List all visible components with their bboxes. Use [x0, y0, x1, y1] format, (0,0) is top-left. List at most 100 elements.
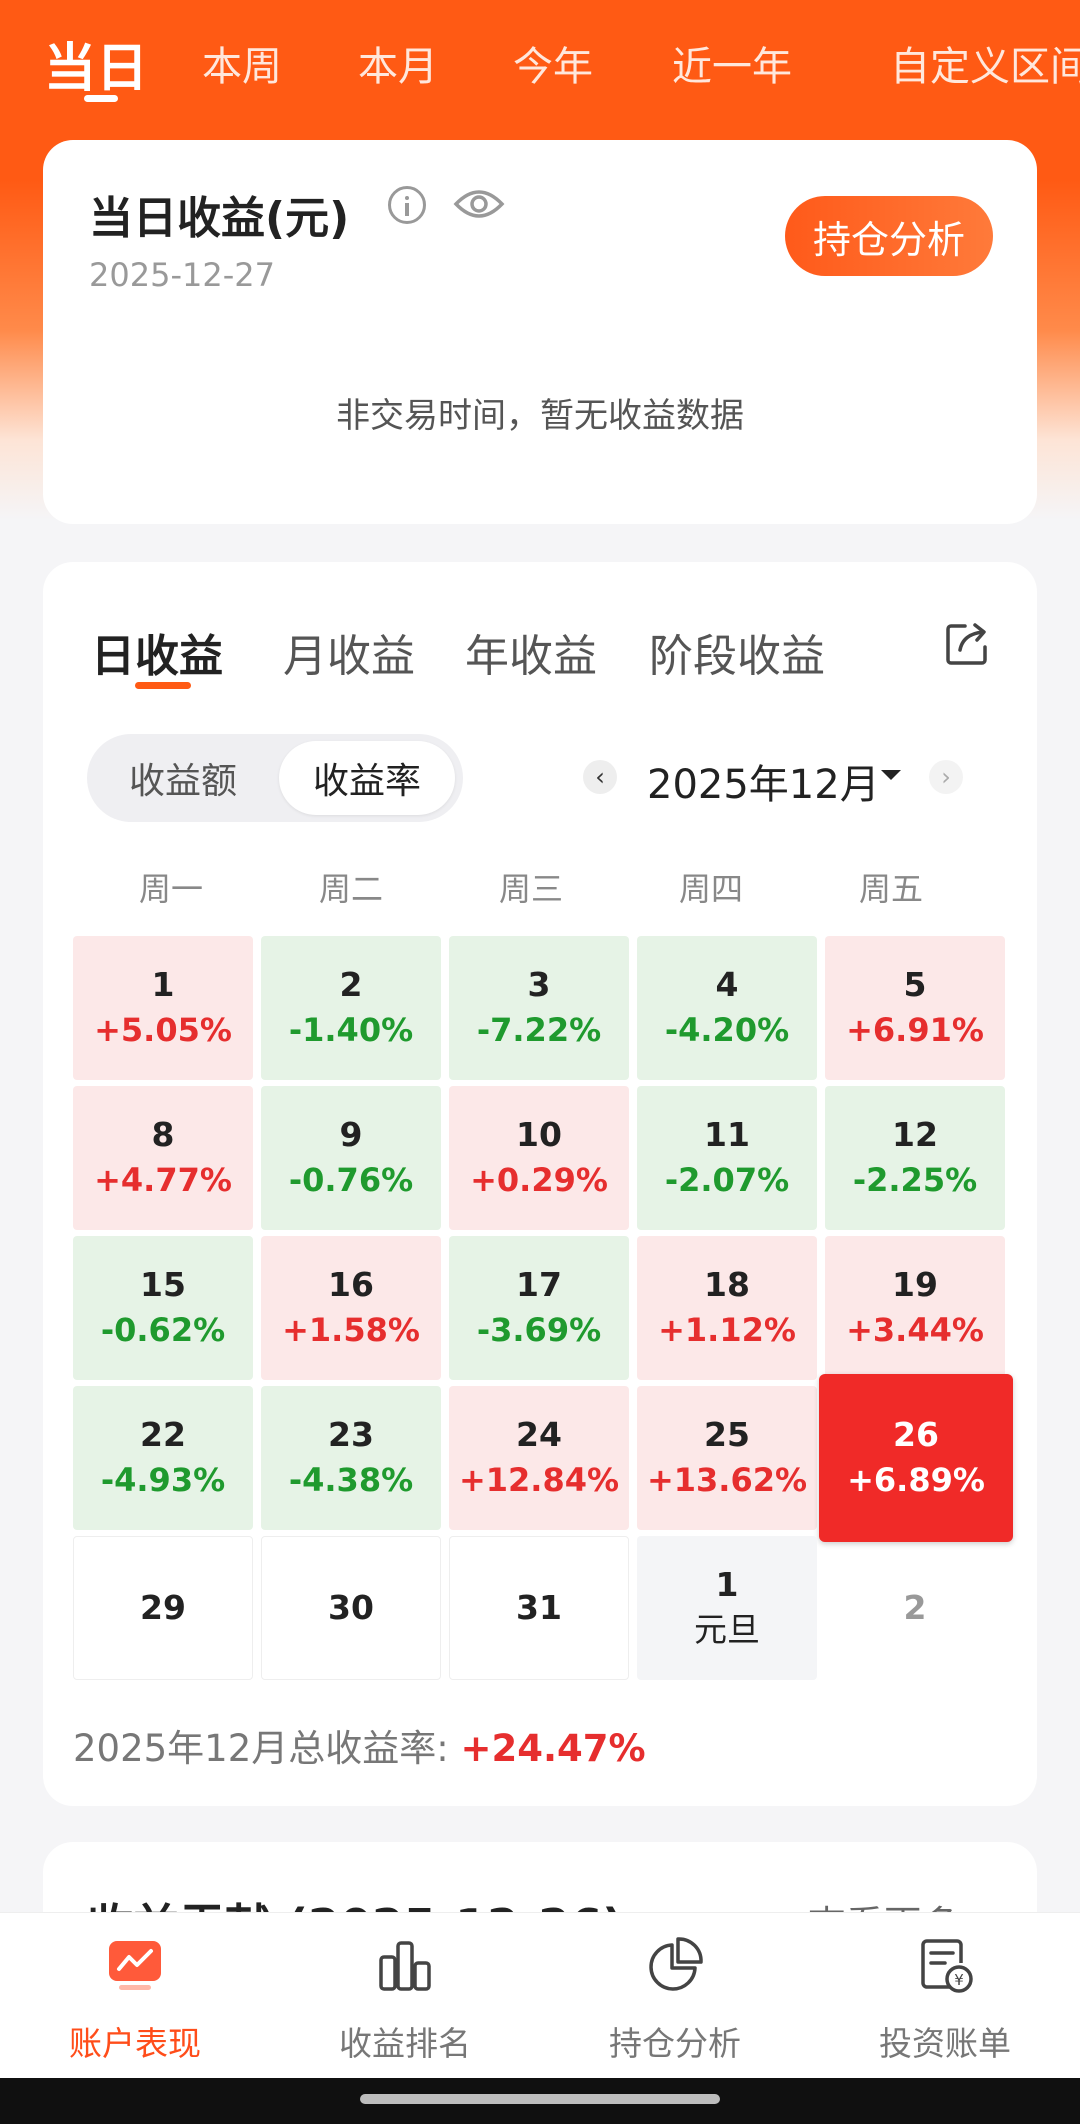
- day-number: 12: [892, 1115, 938, 1154]
- month-selector[interactable]: 2025年12月: [647, 762, 880, 808]
- calendar-day-cell[interactable]: 12 -2.25%: [825, 1086, 1005, 1230]
- calendar-day-cell[interactable]: 1 +5.05%: [73, 936, 253, 1080]
- empty-message: 非交易时间，暂无收益数据: [336, 396, 744, 436]
- tab-custom-range[interactable]: 自定义区间: [890, 44, 1080, 90]
- calendar-day-cell[interactable]: 24 +12.84%: [449, 1386, 629, 1530]
- nav-label: 收益排名: [339, 2024, 471, 2063]
- day-return-rate: +1.58%: [282, 1311, 420, 1349]
- nav-investment-bill[interactable]: ¥ 投资账单: [810, 1913, 1080, 2079]
- next-month-button[interactable]: ›: [929, 760, 963, 794]
- day-return-rate: +13.62%: [646, 1461, 808, 1499]
- day-number: 19: [892, 1265, 938, 1304]
- weekday-fri: 周五: [858, 870, 923, 908]
- prev-month-button[interactable]: ‹: [583, 760, 617, 794]
- day-return-rate: +3.44%: [846, 1311, 984, 1349]
- day-return-rate: +4.77%: [94, 1161, 232, 1199]
- summary-value: +24.47%: [460, 1727, 646, 1770]
- earnings-calendar-card: 日收益 月收益 年收益 阶段收益 收益额 收益率 ‹ 2025年12月 › 周一…: [43, 562, 1037, 1806]
- nav-account-performance[interactable]: 账户表现: [0, 1913, 270, 2079]
- calendar-day-cell[interactable]: 31: [449, 1536, 629, 1680]
- day-return-rate: +1.12%: [658, 1311, 796, 1349]
- calendar-day-cell[interactable]: 15 -0.62%: [73, 1236, 253, 1380]
- day-number: 18: [704, 1265, 750, 1304]
- tab-this-year[interactable]: 今年: [513, 44, 593, 90]
- eye-icon[interactable]: [453, 184, 505, 224]
- day-number: 9: [339, 1115, 363, 1154]
- summary-label: 2025年12月总收益率:: [73, 1727, 449, 1770]
- calendar-day-cell[interactable]: 23 -4.38%: [261, 1386, 441, 1530]
- tab-today[interactable]: 当日: [44, 39, 149, 99]
- period-tabs: 当日 本周 本月 今年 近一年 自定义区间: [0, 0, 1080, 120]
- calendar-day-cell[interactable]: 8 +4.77%: [73, 1086, 253, 1230]
- nav-label: 持仓分析: [609, 2024, 741, 2063]
- toggle-amount[interactable]: 收益额: [128, 761, 237, 802]
- bill-icon: ¥: [921, 1939, 973, 1993]
- day-number: 25: [704, 1415, 750, 1454]
- day-number: 5: [903, 965, 927, 1004]
- chevron-down-icon[interactable]: [881, 770, 901, 780]
- day-return-rate: +5.05%: [94, 1011, 232, 1049]
- calendar-day-cell[interactable]: 16 +1.58%: [261, 1236, 441, 1380]
- tab-yearly-earnings[interactable]: 年收益: [465, 631, 597, 682]
- calendar-day-cell[interactable]: 17 -3.69%: [449, 1236, 629, 1380]
- calendar-day-cell[interactable]: 29: [73, 1536, 253, 1680]
- day-return-rate: -4.38%: [288, 1461, 414, 1499]
- day-return-rate: -0.62%: [100, 1311, 226, 1349]
- tab-this-week[interactable]: 本周: [202, 44, 282, 90]
- bottom-navigation: 账户表现 收益排名 持仓分析 ¥ 投资账单: [0, 1912, 1080, 2079]
- tab-daily-earnings[interactable]: 日收益: [91, 631, 223, 682]
- nav-earnings-ranking[interactable]: 收益排名: [270, 1913, 540, 2079]
- calendar-day-cell[interactable]: 25 +13.62%: [637, 1386, 817, 1530]
- active-tab-indicator: [84, 95, 118, 102]
- day-number: 2: [339, 965, 363, 1004]
- day-return-rate: -3.69%: [476, 1311, 602, 1349]
- day-number: 15: [140, 1265, 186, 1304]
- day-return-rate: -7.22%: [476, 1011, 602, 1049]
- calendar-day-cell[interactable]: 2 -1.40%: [261, 936, 441, 1080]
- today-earnings-card: 当日收益(元) 2025-12-27 持仓分析 非交易时间，暂无收益数据: [43, 140, 1037, 524]
- calendar-day-cell[interactable]: 2: [825, 1536, 1005, 1680]
- day-return-rate: +0.29%: [470, 1161, 608, 1199]
- day-number: 29: [140, 1588, 186, 1627]
- info-icon[interactable]: [388, 186, 426, 224]
- tab-period-earnings[interactable]: 阶段收益: [649, 631, 825, 682]
- calendar-day-cell[interactable]: 5 +6.91%: [825, 936, 1005, 1080]
- calendar-day-cell[interactable]: 11 -2.07%: [637, 1086, 817, 1230]
- share-icon[interactable]: [943, 620, 991, 668]
- calendar-day-cell[interactable]: 4 -4.20%: [637, 936, 817, 1080]
- calendar-day-cell[interactable]: 10 +0.29%: [449, 1086, 629, 1230]
- pie-chart-icon: [649, 1937, 703, 1991]
- calendar-day-cell[interactable]: 1 元旦: [637, 1536, 817, 1680]
- calendar-day-cell[interactable]: 3 -7.22%: [449, 936, 629, 1080]
- weekday-mon: 周一: [138, 870, 203, 908]
- toggle-rate[interactable]: 收益率: [279, 741, 455, 815]
- calendar-day-cell[interactable]: 22 -4.93%: [73, 1386, 253, 1530]
- card-title: 当日收益(元): [89, 193, 350, 244]
- calendar-day-cell[interactable]: 19 +3.44%: [825, 1236, 1005, 1380]
- tab-this-month[interactable]: 本月: [358, 44, 438, 90]
- calendar-day-cell[interactable]: 26 +6.89%: [819, 1374, 1013, 1542]
- tab-last-year[interactable]: 近一年: [672, 44, 792, 90]
- day-number: 17: [516, 1265, 562, 1304]
- calendar-day-cell[interactable]: 30: [261, 1536, 441, 1680]
- day-return-rate: +12.84%: [458, 1461, 620, 1499]
- day-number: 10: [516, 1115, 562, 1154]
- home-indicator[interactable]: [360, 2094, 720, 2104]
- holdings-analysis-button[interactable]: 持仓分析: [785, 196, 993, 276]
- day-return-rate: -4.93%: [100, 1461, 226, 1499]
- weekday-thu: 周四: [678, 870, 743, 908]
- day-number: 16: [328, 1265, 374, 1304]
- day-number: 1: [151, 965, 175, 1004]
- day-number: 31: [516, 1588, 562, 1627]
- day-return-rate: -0.76%: [288, 1161, 414, 1199]
- tab-monthly-earnings[interactable]: 月收益: [283, 631, 415, 682]
- day-number: 3: [527, 965, 551, 1004]
- trend-chart-icon: [109, 1941, 161, 1990]
- nav-label: 账户表现: [69, 2024, 201, 2063]
- day-return-rate: +6.91%: [846, 1011, 984, 1049]
- day-return-rate: +6.89%: [847, 1461, 985, 1499]
- calendar-day-cell[interactable]: 9 -0.76%: [261, 1086, 441, 1230]
- calendar-day-cell[interactable]: 18 +1.12%: [637, 1236, 817, 1380]
- nav-holdings-analysis[interactable]: 持仓分析: [540, 1913, 810, 2079]
- day-number: 11: [704, 1115, 750, 1154]
